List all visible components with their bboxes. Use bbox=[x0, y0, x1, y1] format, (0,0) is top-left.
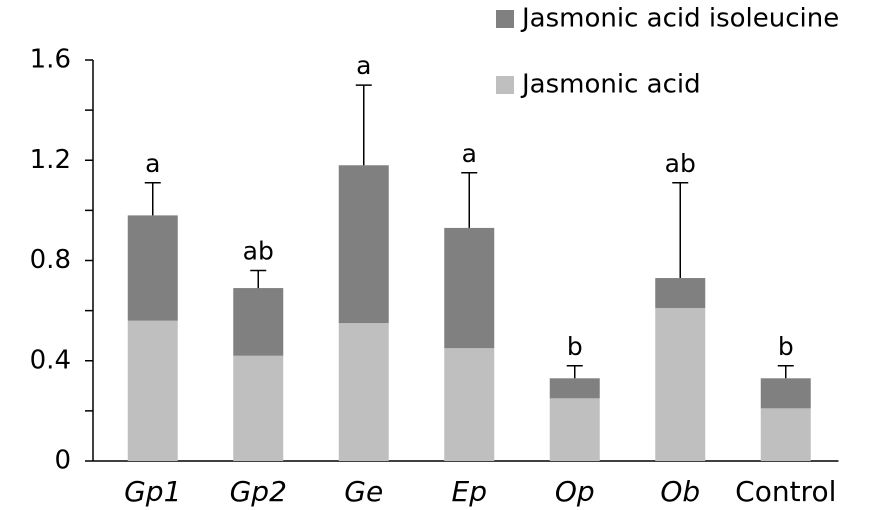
bar-segment bbox=[127, 215, 178, 321]
x-tick-label: Gp1 bbox=[124, 475, 181, 508]
x-tick-label: Ep bbox=[452, 475, 487, 508]
bar-segment bbox=[444, 227, 495, 349]
x-tick-label: Ge bbox=[344, 475, 383, 508]
bar-segment bbox=[655, 278, 706, 309]
annotation: b bbox=[567, 332, 583, 361]
y-tick-label: 1.2 bbox=[30, 145, 71, 175]
annotation: b bbox=[778, 332, 794, 361]
error-bar bbox=[566, 365, 583, 379]
bar-segment bbox=[233, 288, 284, 356]
annotation: ab bbox=[243, 237, 274, 266]
x-tick-label: Gp2 bbox=[230, 475, 287, 508]
legend-swatch bbox=[496, 76, 514, 94]
error-bar bbox=[355, 84, 372, 166]
bar-segment bbox=[444, 348, 495, 461]
y-tick-label: 0 bbox=[54, 446, 71, 476]
bar-segment bbox=[760, 408, 811, 461]
legend-label: Jasmonic acid bbox=[520, 70, 701, 100]
bar-segment bbox=[127, 320, 178, 461]
y-tick-label: 1.6 bbox=[30, 45, 71, 75]
annotation: a bbox=[145, 149, 160, 178]
x-tick-label: Ob bbox=[660, 475, 700, 508]
error-bar bbox=[250, 269, 267, 289]
error-bar bbox=[672, 182, 689, 279]
bar-segment bbox=[549, 378, 600, 399]
bar-segment bbox=[338, 323, 389, 461]
annotation: ab bbox=[665, 149, 696, 178]
annotation: a bbox=[462, 139, 477, 168]
bar-segment bbox=[760, 378, 811, 409]
y-tick-label: 0.4 bbox=[30, 345, 71, 375]
error-bar bbox=[144, 182, 161, 216]
bar-segment bbox=[233, 355, 284, 461]
legend-swatch bbox=[496, 10, 514, 28]
bar-segment bbox=[655, 308, 706, 461]
x-tick-label: Op bbox=[555, 475, 595, 508]
bar-segment bbox=[338, 165, 389, 324]
x-tick-label: Control bbox=[735, 475, 836, 508]
y-tick-label: 0.8 bbox=[30, 245, 71, 275]
error-bar bbox=[777, 365, 794, 379]
annotation: a bbox=[356, 51, 371, 80]
legend-label: Jasmonic acid isoleucine bbox=[520, 4, 839, 34]
bar-segment bbox=[549, 398, 600, 461]
error-bar bbox=[461, 172, 478, 228]
